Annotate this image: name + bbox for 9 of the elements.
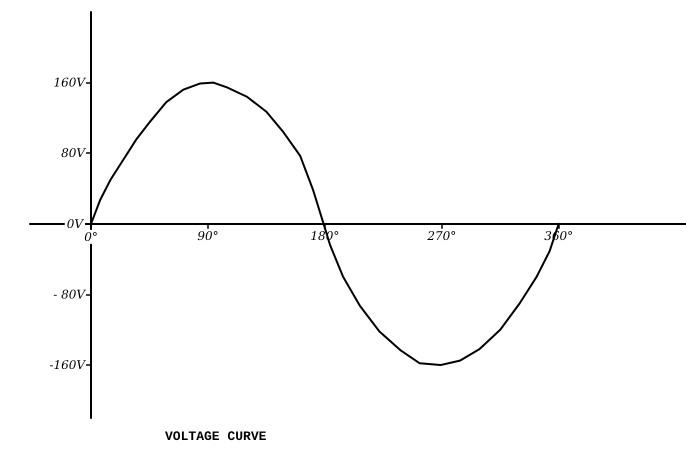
x-tick-label: 90°	[197, 228, 219, 243]
y-tick-label: -160V	[49, 358, 86, 372]
y-tick-label: 0V	[66, 216, 84, 231]
x-tick-label: 0°	[84, 230, 98, 244]
y-tick-label: - 80V	[53, 287, 86, 302]
y-tick-label: 160V	[53, 76, 86, 90]
y-tick-label: 80V	[61, 146, 86, 160]
text: VOLTAGE CURVE	[165, 429, 267, 444]
x-tick-label: 270°	[426, 228, 456, 243]
